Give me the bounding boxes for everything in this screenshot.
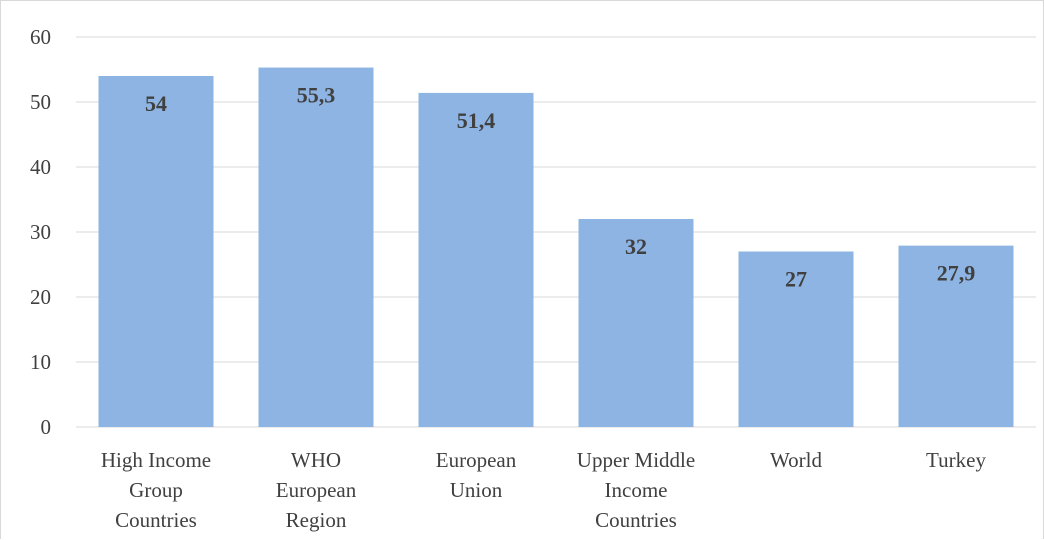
y-tick-label: 0: [41, 415, 52, 439]
bar: [418, 92, 534, 428]
x-category-label-line: Income: [605, 478, 668, 502]
data-labels: 54 55,3 51,4 32 27 27,9: [145, 83, 975, 292]
y-tick-label: 40: [30, 155, 51, 179]
x-category-label-line: Countries: [595, 508, 677, 532]
data-label: 55,3: [297, 83, 336, 108]
x-category-label-line: Turkey: [926, 448, 986, 472]
y-axis: 0 10 20 30 40 50 60: [30, 25, 51, 439]
y-tick-label: 50: [30, 90, 51, 114]
x-category-label: High Income Group Countries: [101, 448, 211, 532]
bar: [258, 67, 374, 428]
y-tick-label: 60: [30, 25, 51, 49]
bars: [98, 67, 1014, 428]
bar: [898, 245, 1014, 427]
data-label: 32: [625, 234, 647, 259]
x-category-label-line: World: [770, 448, 822, 472]
x-category-label: Turkey: [926, 448, 986, 472]
bar: [738, 251, 854, 427]
bar: [578, 219, 694, 427]
y-tick-label: 10: [30, 350, 51, 374]
data-label: 51,4: [457, 108, 496, 133]
x-category-label: WHO European Region: [276, 448, 357, 532]
x-category-label-line: European: [436, 448, 517, 472]
y-tick-label: 30: [30, 220, 51, 244]
x-category-label-line: Countries: [115, 508, 197, 532]
gridlines: [76, 36, 1036, 428]
x-category-label-line: Union: [450, 478, 503, 502]
x-axis: High Income Group Countries WHO European Regi…: [101, 448, 987, 532]
x-category-label-line: Group: [129, 478, 183, 502]
x-category-label: World: [770, 448, 822, 472]
y-tick-label: 20: [30, 285, 51, 309]
x-category-label: Upper Middle Income Countries: [577, 448, 695, 532]
data-label: 27,9: [937, 261, 976, 286]
bar: [98, 76, 214, 427]
x-category-label: European Union: [436, 448, 517, 502]
x-category-label-line: European: [276, 478, 357, 502]
x-category-label-line: High Income: [101, 448, 211, 472]
x-category-label-line: Upper Middle: [577, 448, 695, 472]
x-category-label-line: Region: [286, 508, 347, 532]
data-label: 54: [145, 91, 167, 116]
data-label: 27: [785, 267, 807, 292]
x-category-label-line: WHO: [291, 448, 341, 472]
